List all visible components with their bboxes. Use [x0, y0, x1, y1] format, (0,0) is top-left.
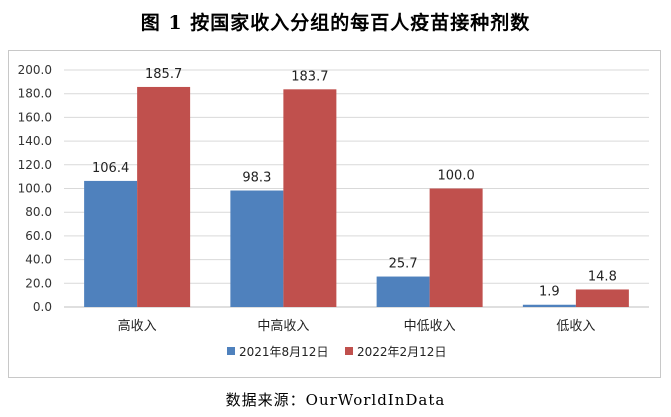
chart-title: 图 1 按国家收入分组的每百人疫苗接种剂数: [140, 12, 531, 34]
data-label: 14.8: [588, 269, 617, 284]
x-axis-ticks: 高收入 中高收入 中低收入 低收入: [118, 318, 596, 334]
y-tick-label: 20.0: [25, 276, 52, 290]
chart-frame: 0.0 20.0 40.0 60.0 80.0 100.0 120.0 140.0 160.0 1…: [8, 50, 661, 378]
legend-swatch-2: [345, 347, 353, 355]
x-tick-label: 低收入: [556, 319, 595, 334]
data-label: 183.7: [291, 69, 328, 84]
y-axis-ticks: 0.0 20.0 40.0 60.0 80.0 100.0 120.0 140.0 160.0 1…: [18, 63, 52, 314]
legend: 2021年8月12日 2022年2月12日: [227, 345, 446, 359]
bar-2: [137, 86, 191, 307]
data-label: 1.9: [539, 285, 560, 300]
y-tick-label: 160.0: [18, 110, 52, 124]
data-label: 106.4: [92, 161, 129, 176]
bar-2: [575, 289, 629, 307]
y-tick-label: 40.0: [25, 253, 52, 267]
y-tick-label: 100.0: [18, 182, 52, 196]
legend-swatch-1: [227, 347, 235, 355]
x-tick-label: 中低收入: [404, 319, 456, 334]
bar-1: [230, 190, 284, 307]
x-tick-label: 中高收入: [257, 318, 309, 334]
y-tick-label: 80.0: [25, 205, 52, 219]
bar-1: [84, 180, 138, 307]
data-label: 98.3: [242, 171, 271, 186]
bar-chart: 0.0 20.0 40.0 60.0 80.0 100.0 120.0 140.0 160.0 1…: [18, 63, 649, 359]
y-tick-label: 60.0: [25, 229, 52, 243]
y-tick-label: 140.0: [18, 134, 52, 148]
x-tick-label: 高收入: [118, 318, 157, 334]
data-label: 100.0: [438, 169, 475, 184]
data-labels: 106.4 185.7 98.3 183.7 25.7 100.0 1.9 14.8: [92, 67, 617, 300]
bars: [84, 86, 629, 308]
bar-1: [376, 276, 430, 307]
data-label: 25.7: [389, 257, 418, 272]
data-label: 185.7: [145, 67, 182, 82]
bar-2: [283, 89, 337, 308]
y-tick-label: 200.0: [18, 63, 52, 77]
bar-2: [429, 188, 483, 307]
legend-label-2: 2022年2月12日: [357, 345, 446, 359]
bar-1: [522, 304, 576, 307]
y-tick-label: 0.0: [33, 300, 52, 314]
data-source-note: 数据来源：OurWorldInData: [225, 391, 446, 409]
y-tick-label: 180.0: [18, 87, 52, 101]
legend-label-1: 2021年8月12日: [239, 345, 328, 359]
y-tick-label: 120.0: [18, 158, 52, 172]
